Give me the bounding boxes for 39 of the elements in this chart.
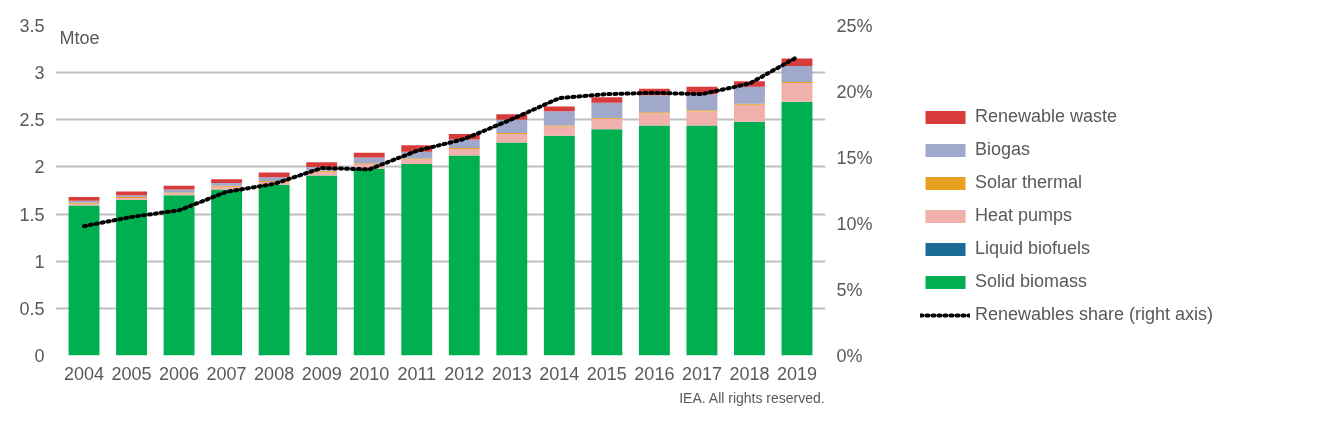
x-tick-label: 2010 [349, 363, 390, 384]
y-tick-label: 3 [34, 63, 45, 84]
legend-label: Solar thermal [974, 172, 1082, 193]
text: IEA. All rights reserved. [679, 389, 825, 406]
x-tick-label: 2016 [634, 363, 675, 384]
x-tick-label: 2018 [729, 363, 770, 384]
x-tick-label: 2008 [254, 363, 295, 384]
x-tick-label: 2012 [444, 363, 485, 384]
x-tick-label: 2014 [539, 363, 580, 384]
y-tick-label: 2 [34, 157, 45, 178]
legend-label: Solid biomass [974, 271, 1087, 292]
y-tick-label: 0 [34, 346, 45, 366]
y2-tick-label: 15% [836, 147, 873, 168]
y-tick-label: 3.5 [19, 16, 45, 36]
y-tick-label: 1.5 [19, 204, 45, 225]
x-tick-label: 2013 [491, 363, 532, 384]
y2-tick-label: 25% [836, 15, 873, 36]
y-tick-label: 1 [34, 251, 45, 272]
x-tick-label: 2006 [159, 363, 200, 384]
legend-label: Renewables share (right axis) [974, 304, 1214, 325]
x-tick-label: 2017 [681, 363, 722, 384]
x-tick-label: 2015 [586, 363, 627, 384]
x-tick-label: 2007 [206, 363, 247, 384]
x-tick-label: 2005 [111, 363, 152, 384]
legend-label: Liquid biofuels [974, 238, 1091, 259]
legend-label: Renewable waste [974, 106, 1118, 127]
legend-label: Heat pumps [974, 205, 1072, 226]
x-tick-label: 2019 [776, 363, 818, 384]
y-axis-title: Mtoe [59, 27, 100, 48]
x-tick-label: 2004 [64, 363, 105, 384]
x-tick-label: 2011 [397, 363, 437, 384]
y2-tick-label: 20% [836, 81, 873, 102]
legend-label: Biogas [974, 139, 1030, 160]
x-tick-label: 2009 [301, 363, 342, 384]
y2-tick-label: 0% [836, 345, 863, 366]
y2-tick-label: 5% [836, 279, 863, 300]
y-tick-label: 2.5 [19, 110, 45, 131]
y-tick-label: 0.5 [19, 298, 45, 319]
y2-tick-label: 10% [836, 213, 873, 234]
